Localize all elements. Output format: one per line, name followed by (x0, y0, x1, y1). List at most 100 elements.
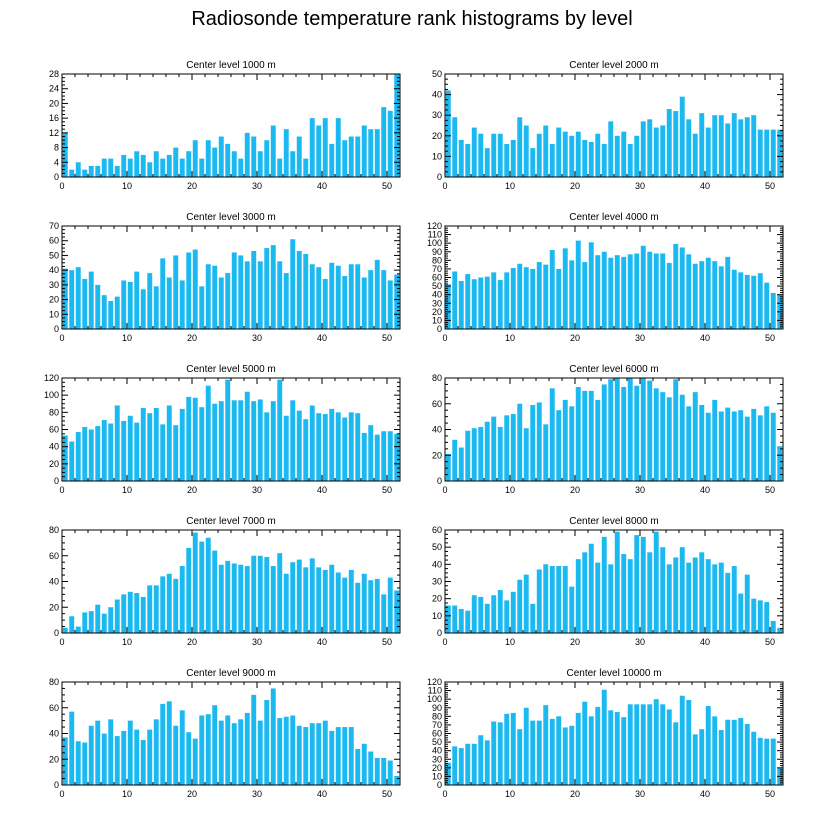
bar (348, 569, 354, 633)
bar (718, 411, 724, 481)
bar (205, 385, 211, 481)
bar (634, 535, 640, 633)
x-tick-label: 0 (442, 333, 447, 343)
bar (95, 426, 101, 481)
bar (127, 281, 133, 329)
bar (69, 711, 75, 785)
bar (212, 147, 218, 177)
bar (705, 412, 711, 481)
x-tick-label: 0 (59, 181, 64, 191)
x-tick-label: 30 (252, 637, 262, 647)
bar (244, 566, 250, 633)
bar (283, 273, 289, 329)
bar (238, 158, 244, 177)
bar (387, 110, 393, 177)
bar (523, 707, 529, 785)
bar (770, 738, 776, 785)
bar (277, 553, 283, 633)
bar (270, 566, 276, 633)
bar (452, 605, 458, 633)
bar (517, 263, 523, 329)
bar (705, 127, 711, 177)
bar (575, 131, 581, 177)
bar (744, 724, 750, 785)
bar (588, 141, 594, 177)
bar (608, 121, 614, 177)
y-tick-label: 0 (437, 476, 442, 486)
y-tick-label: 30 (432, 298, 442, 308)
x-tick-label: 50 (382, 485, 392, 495)
bar (510, 268, 516, 329)
bar (744, 574, 750, 633)
bar (244, 132, 250, 177)
x-tick-label: 20 (570, 333, 580, 343)
bar (757, 600, 763, 633)
bar (686, 700, 692, 785)
bar (465, 610, 471, 633)
bar (738, 272, 744, 329)
bar (497, 133, 503, 177)
bar (192, 249, 198, 329)
bar (309, 558, 315, 633)
bar (484, 603, 490, 633)
bar (225, 560, 231, 633)
bar (601, 384, 607, 481)
bar (764, 406, 770, 481)
bar (686, 254, 692, 329)
x-tick-label: 50 (382, 789, 392, 799)
bar (478, 277, 484, 329)
bar (517, 117, 523, 177)
bar (283, 573, 289, 633)
bar (595, 255, 601, 329)
bar (653, 388, 659, 481)
y-tick-label: 80 (432, 373, 442, 383)
bar (88, 611, 94, 633)
bar (290, 715, 296, 785)
bar (348, 264, 354, 329)
bar (127, 591, 133, 633)
bar (140, 408, 146, 481)
bar (731, 269, 737, 329)
bar (394, 775, 400, 785)
bar (134, 729, 140, 785)
bar (82, 169, 88, 177)
bar (764, 282, 770, 329)
bar (322, 118, 328, 177)
bar (738, 718, 744, 785)
bar (257, 261, 263, 329)
bar (751, 731, 757, 785)
bar (712, 399, 718, 481)
bar (445, 762, 451, 785)
bar (166, 701, 172, 785)
bar (251, 694, 257, 786)
bar (335, 118, 341, 177)
bar (621, 717, 627, 785)
bar (510, 591, 516, 633)
x-tick-label: 50 (765, 333, 775, 343)
y-tick-label: 30 (432, 110, 442, 120)
bar (764, 129, 770, 177)
bar (699, 729, 705, 785)
bar (491, 595, 497, 633)
bar (160, 158, 166, 177)
panel-title: Center level 10000 m (566, 668, 661, 679)
bar (595, 706, 601, 785)
x-tick-label: 20 (570, 789, 580, 799)
bar (231, 252, 237, 329)
bar (238, 719, 244, 785)
y-tick-label: 16 (49, 113, 59, 123)
y-tick-label: 40 (432, 90, 442, 100)
bar (744, 117, 750, 177)
panel-title: Center level 3000 m (186, 212, 276, 223)
bar (660, 253, 666, 329)
bar (355, 136, 361, 177)
x-tick-label: 40 (317, 637, 327, 647)
bar (231, 563, 237, 633)
bar (699, 405, 705, 481)
bar (101, 420, 107, 481)
bar (88, 271, 94, 329)
bar (270, 125, 276, 177)
bar (374, 757, 380, 785)
bar (614, 378, 620, 481)
bar (569, 135, 575, 177)
